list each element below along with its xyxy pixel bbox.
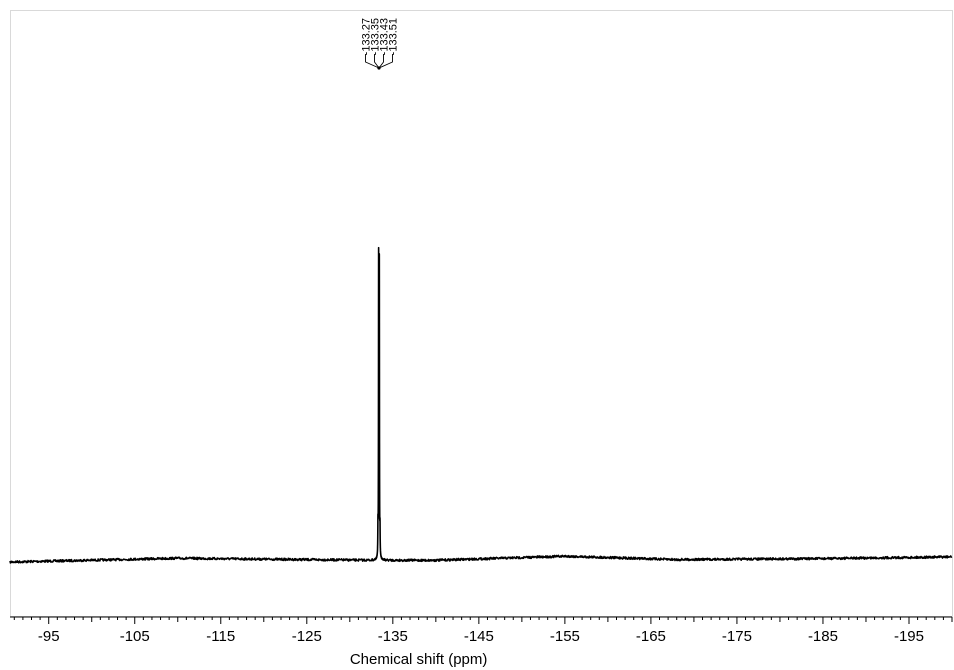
peak-annotations: -133.27-133.35-133.43-133.51 (360, 18, 399, 70)
peak-label: -133.51 (387, 18, 399, 55)
x-tick-label: -145 (464, 628, 494, 645)
peak-leader-line (374, 54, 380, 69)
x-tick-label: -125 (292, 628, 322, 645)
peak-label: -133.43 (378, 18, 390, 55)
x-tick-label: -95 (38, 628, 60, 645)
x-tick-label: -165 (636, 628, 666, 645)
peak-leader-line (378, 54, 393, 69)
x-tick-label: -185 (808, 628, 838, 645)
x-tick-label: -115 (206, 628, 235, 645)
x-axis-minor-ticks (13, 617, 953, 624)
peak-leader-line (378, 54, 384, 69)
x-axis-tick-labels: -95 -105 -115 -125 -135 -145 -155 -165 -175 -185 -… (38, 628, 924, 645)
x-tick-label: -105 (120, 628, 150, 645)
x-tick-label: -195 (894, 628, 924, 645)
peak-label: -133.27 (360, 18, 372, 55)
spectrum-trace (9, 246, 953, 564)
x-tick-label: -135 (378, 628, 408, 645)
x-tick-label: -155 (550, 628, 580, 645)
x-tick-label: -175 (722, 628, 752, 645)
peak-marker (377, 66, 381, 70)
plot-frame (10, 10, 953, 617)
x-axis-label: Chemical shift (ppm) (350, 651, 488, 668)
peak-label: -133.35 (369, 18, 381, 55)
peak-leader-line (365, 54, 380, 69)
